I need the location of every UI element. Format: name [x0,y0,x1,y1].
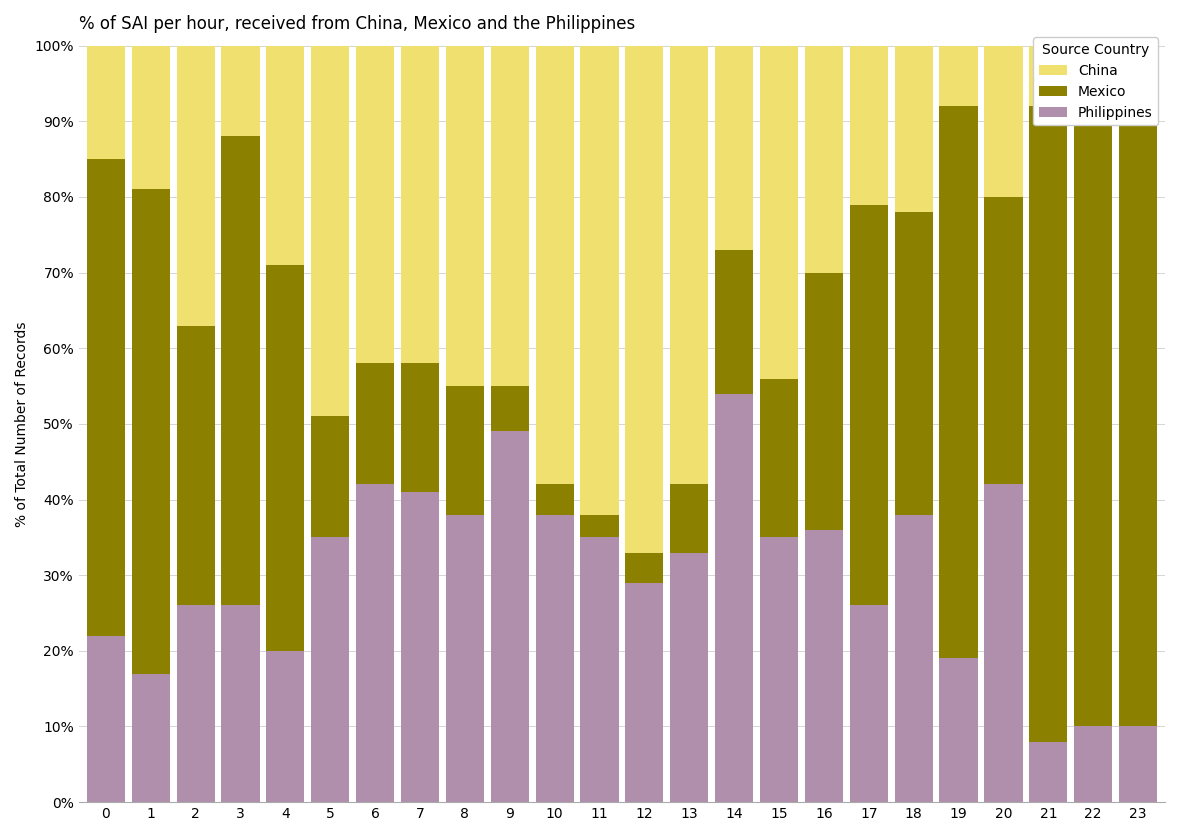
Bar [850,605,887,802]
Bar [401,492,439,802]
Bar [625,583,663,802]
Bar [177,605,215,802]
Bar [1119,106,1158,726]
Bar [805,273,843,530]
Bar [670,484,708,553]
Bar [939,106,977,659]
Bar [984,197,1023,484]
Bar [87,635,125,802]
Bar [850,46,887,205]
Bar [132,190,170,674]
Bar [132,674,170,802]
Bar [984,46,1023,197]
Bar [446,46,484,386]
Bar [894,212,932,515]
Bar [401,46,439,364]
Bar [1029,106,1068,742]
Bar [267,651,304,802]
Bar [536,46,573,484]
Bar [1029,46,1068,106]
Bar [1119,46,1158,106]
Bar [177,325,215,605]
Bar [894,515,932,802]
Bar [760,379,798,538]
Bar [87,46,125,159]
Bar [581,515,618,538]
Bar [581,538,618,802]
Bar [715,46,753,250]
Bar [177,46,215,325]
Bar [222,46,260,136]
Bar [894,46,932,212]
Y-axis label: % of Total Number of Records: % of Total Number of Records [15,321,30,527]
Bar [760,538,798,802]
Bar [805,530,843,802]
Bar [401,364,439,492]
Bar [715,250,753,394]
Bar [491,46,529,386]
Bar [491,386,529,431]
Bar [312,538,349,802]
Bar [1074,726,1113,802]
Bar [491,431,529,802]
Bar [625,46,663,553]
Bar [850,205,887,605]
Bar [670,46,708,484]
Bar [446,515,484,802]
Bar [760,46,798,379]
Bar [267,265,304,651]
Bar [446,386,484,515]
Bar [356,364,394,484]
Bar [581,46,618,515]
Bar [312,46,349,416]
Bar [536,484,573,515]
Bar [1029,742,1068,802]
Bar [132,46,170,190]
Bar [939,46,977,106]
Bar [87,159,125,635]
Legend: China, Mexico, Philippines: China, Mexico, Philippines [1034,38,1158,125]
Bar [222,605,260,802]
Bar [984,484,1023,802]
Bar [312,416,349,538]
Bar [1119,726,1158,802]
Bar [536,515,573,802]
Bar [356,46,394,364]
Bar [267,46,304,265]
Text: % of SAI per hour, received from China, Mexico and the Philippines: % of SAI per hour, received from China, … [79,15,635,33]
Bar [1074,46,1113,91]
Bar [715,394,753,802]
Bar [1074,91,1113,726]
Bar [670,553,708,802]
Bar [222,136,260,605]
Bar [939,659,977,802]
Bar [805,46,843,273]
Bar [625,553,663,583]
Bar [356,484,394,802]
